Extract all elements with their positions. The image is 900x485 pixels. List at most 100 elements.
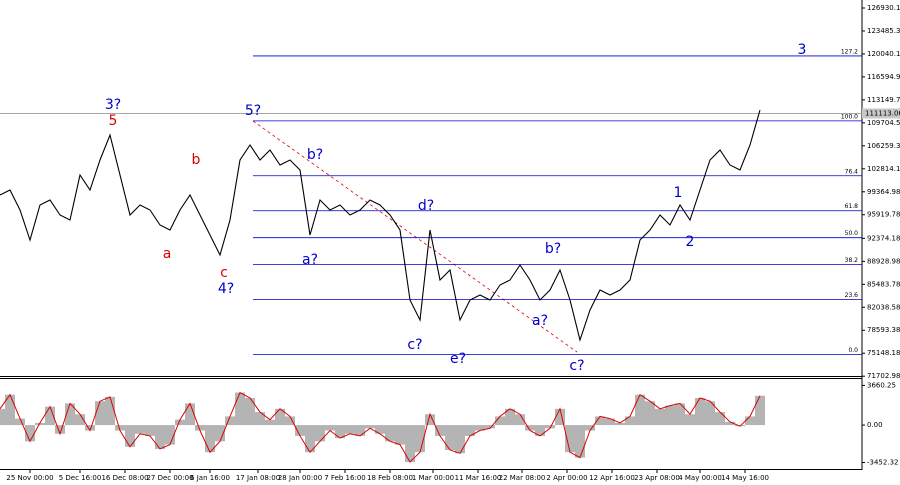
- y-tick-label: 106259.38: [867, 142, 900, 150]
- y-tick-label: 82038.58: [867, 303, 900, 311]
- x-tick-label: 4 May 00:00: [678, 474, 722, 482]
- histogram-bar: [395, 425, 405, 445]
- histogram-bar: [725, 421, 735, 426]
- histogram-bar: [745, 416, 755, 426]
- fib-label: 100.0: [841, 113, 858, 120]
- wave-label: b?: [307, 147, 323, 163]
- histogram-bar: [465, 425, 475, 436]
- histogram-bar: [165, 425, 175, 445]
- histogram-bar: [495, 416, 505, 426]
- histogram-bar: [615, 422, 625, 426]
- wave-label: a: [163, 246, 172, 262]
- histogram-bar: [685, 414, 695, 426]
- histogram-bar: [515, 414, 525, 426]
- histogram-bar: [115, 425, 125, 431]
- y-tick-label: 85483.78: [867, 280, 900, 288]
- histogram-bar: [455, 425, 465, 454]
- wave-label: 2: [686, 234, 695, 250]
- wave-label: 3: [798, 42, 807, 58]
- histogram-bar: [55, 425, 65, 434]
- histogram-bar: [585, 425, 595, 431]
- histogram-bar: [415, 425, 425, 453]
- histogram-bar: [305, 425, 315, 453]
- histogram-bar: [105, 396, 115, 426]
- histogram-bar: [75, 414, 85, 426]
- histogram-bar: [215, 425, 225, 442]
- fib-label: 50.0: [845, 230, 859, 237]
- histogram-bar: [425, 414, 435, 426]
- histogram-bar: [625, 416, 635, 426]
- y-tick-label: 0.00: [867, 421, 883, 429]
- y-tick-label: 116594.98: [867, 73, 900, 81]
- x-tick-label: 7 Feb 16:00: [324, 474, 365, 482]
- fib-label: 61.8: [845, 203, 859, 210]
- y-tick-label: 120040.18: [867, 50, 900, 58]
- histogram-bar: [5, 394, 15, 426]
- fib-label: 23.6: [845, 292, 859, 299]
- wave-label: a?: [302, 252, 318, 268]
- histogram-bar: [655, 408, 665, 426]
- x-tick-label: 1 Mar 00:00: [412, 474, 454, 482]
- histogram-bar: [405, 425, 415, 462]
- histogram-bar: [355, 425, 365, 436]
- y-tick-label: -3452.32: [867, 459, 898, 467]
- current-price-tag: [862, 108, 900, 119]
- histogram-bar: [265, 419, 275, 426]
- x-tick-label: 16 Dec 08:00: [101, 474, 148, 482]
- histogram-bar: [155, 425, 165, 449]
- histogram-bar: [315, 425, 325, 442]
- fib-label: 127.2: [841, 48, 858, 55]
- wave-label: 4?: [218, 281, 234, 297]
- histogram-bar: [545, 425, 555, 429]
- y-tick-label: 88928.98: [867, 257, 900, 265]
- x-tick-label: 2 Apr 00:00: [546, 474, 587, 482]
- histogram-bar: [755, 395, 765, 426]
- wave-label: c?: [569, 358, 584, 374]
- histogram-bar: [235, 392, 245, 426]
- y-tick-label: 102814.18: [867, 165, 900, 173]
- wave-label: 1: [674, 185, 683, 201]
- histogram-bar: [95, 401, 105, 426]
- histogram-bar: [275, 408, 285, 426]
- wave-label: d?: [418, 198, 434, 214]
- x-tick-label: 25 Nov 00:00: [6, 474, 53, 482]
- y-tick-label: 75148.18: [867, 349, 900, 357]
- wave-label: a?: [532, 313, 548, 329]
- y-tick-label: 123485.35: [867, 27, 900, 35]
- histogram-bar: [715, 412, 725, 426]
- histogram-bar: [665, 405, 675, 426]
- x-tick-label: 6 Jan 16:00: [190, 474, 230, 482]
- histogram-bar: [35, 422, 45, 426]
- wave-label: 5?: [245, 103, 261, 119]
- histogram-bar: [485, 425, 495, 429]
- wave-label: c?: [407, 337, 422, 353]
- histogram-bar: [135, 425, 145, 434]
- trend-line: [252, 120, 578, 353]
- y-tick-label: 126930.15: [867, 4, 900, 12]
- histogram-bar: [185, 403, 195, 426]
- x-tick-label: 23 Apr 08:00: [634, 474, 680, 482]
- current-price-label: 111113.06: [865, 109, 900, 117]
- wave-label: e?: [450, 351, 466, 367]
- histogram-bar: [15, 418, 25, 426]
- y-tick-label: 113149.78: [867, 96, 900, 104]
- histogram-bar: [145, 425, 155, 436]
- y-tick-label: 3660.25: [867, 381, 896, 389]
- x-tick-label: 5 Dec 16:00: [59, 474, 102, 482]
- histogram-bar: [675, 403, 685, 426]
- histogram-bar: [435, 425, 445, 436]
- x-tick-label: 27 Dec 00:00: [146, 474, 193, 482]
- histogram-bar: [555, 408, 565, 426]
- histogram-bar: [445, 425, 455, 451]
- wave-label: 3?: [105, 97, 121, 113]
- y-tick-label: 78593.38: [867, 326, 900, 334]
- wave-label: b?: [545, 241, 561, 257]
- x-tick-label: 18 Feb 08:00: [367, 474, 413, 482]
- x-tick-label: 17 Jan 08:00: [236, 474, 280, 482]
- x-tick-label: 14 May 16:00: [721, 474, 769, 482]
- histogram-bar: [335, 425, 345, 439]
- histogram-bar: [505, 408, 515, 426]
- wave-label: b: [192, 152, 201, 168]
- y-tick-label: 71702.98: [867, 372, 900, 380]
